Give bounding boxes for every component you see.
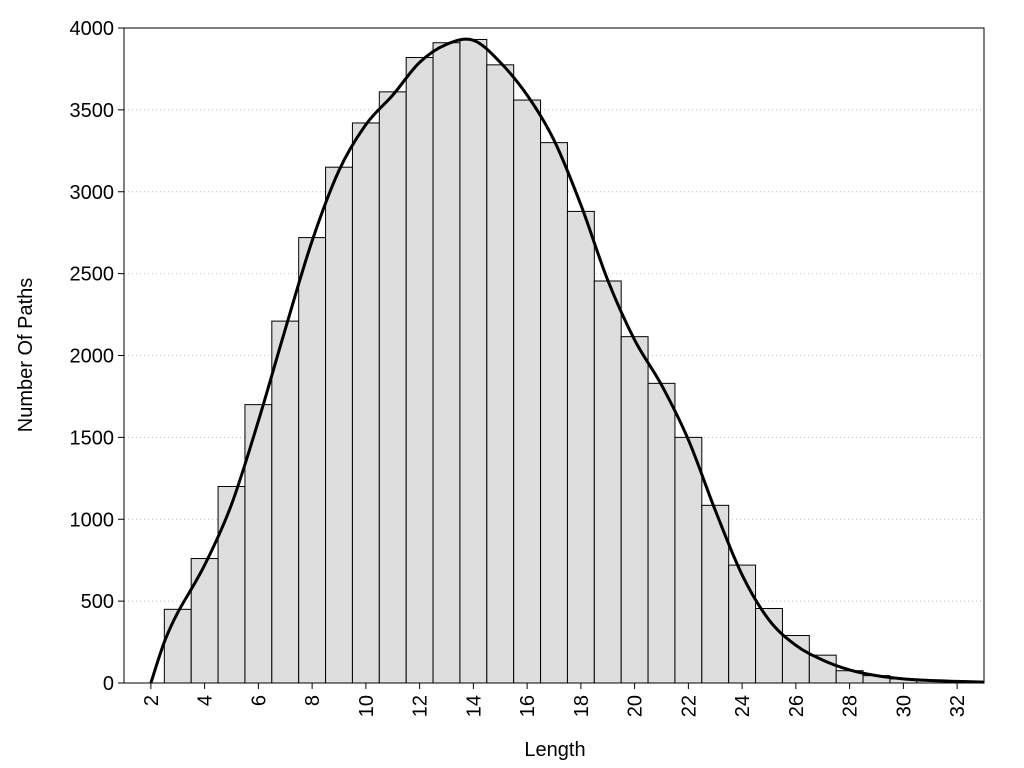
bar: [728, 564, 757, 684]
bar: [566, 210, 595, 684]
bar: [432, 42, 461, 684]
bar: [781, 635, 810, 684]
bar: [163, 608, 192, 684]
bar: [540, 142, 568, 684]
bar: [459, 38, 488, 684]
bar: [378, 91, 407, 684]
plot-frame: [123, 27, 985, 684]
y-tick-label: 1500: [70, 427, 115, 449]
y-tick-label: 0: [103, 673, 114, 695]
x-tick-label: 28: [840, 695, 862, 717]
x-tick-label: 18: [571, 695, 593, 717]
x-tick-label: 32: [947, 695, 969, 717]
x-tick-label: 2: [141, 695, 163, 706]
y-tick-label: 3500: [70, 100, 115, 122]
x-tick-label: 20: [625, 695, 647, 717]
bar: [190, 558, 219, 684]
x-tick-label: 22: [678, 695, 700, 717]
y-tick-label: 4000: [70, 18, 115, 40]
bar: [271, 320, 300, 684]
y-tick-label: 3000: [70, 182, 115, 204]
y-axis-label: Number Of Paths: [15, 278, 37, 433]
bar: [244, 404, 273, 684]
bar: [405, 56, 434, 684]
y-tick-label: 2000: [70, 346, 115, 368]
bar: [674, 436, 703, 684]
bar: [217, 486, 246, 684]
bar: [647, 382, 676, 684]
bar: [513, 99, 542, 684]
bar: [325, 166, 353, 684]
x-tick-label: 6: [248, 695, 270, 706]
x-tick-label: 26: [786, 695, 808, 717]
x-tick-label: 10: [356, 695, 378, 717]
x-tick-label: 14: [463, 695, 485, 717]
bar: [593, 280, 622, 684]
y-tick-label: 1000: [70, 509, 115, 531]
x-tick-label: 24: [732, 695, 754, 717]
bar: [620, 336, 649, 684]
bar: [486, 64, 515, 684]
y-tick-label: 500: [81, 591, 114, 613]
x-tick-label: 4: [195, 695, 217, 706]
x-tick-label: 16: [517, 695, 539, 717]
x-tick-label: 30: [893, 695, 915, 717]
x-tick-label: 8: [302, 695, 324, 706]
bar: [351, 122, 380, 684]
x-axis-label: Length: [524, 739, 585, 761]
bar: [298, 237, 327, 684]
density-curve: [149, 37, 985, 684]
x-tick-label: 12: [410, 695, 432, 717]
y-tick-label: 2500: [70, 264, 115, 286]
